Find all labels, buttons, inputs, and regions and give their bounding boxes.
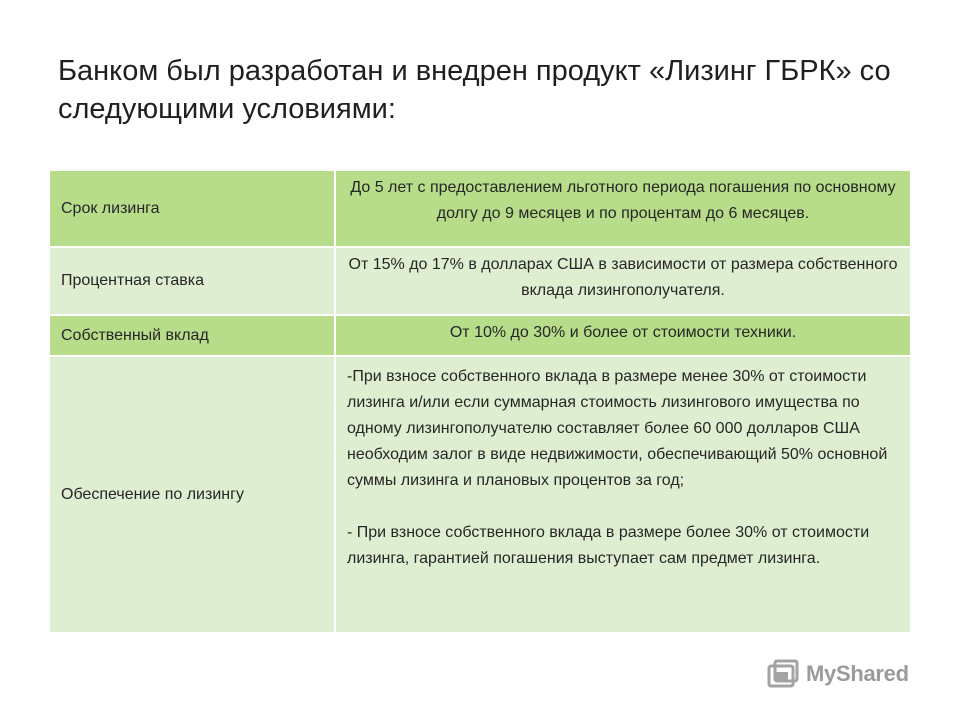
myshared-watermark: MyShared [766,654,926,694]
watermark-text: MyShared [806,661,909,686]
row-label-lease-term: Срок лизинга [48,169,336,248]
row-value-own-contribution: От 10% до 30% и более от стоимости техни… [334,314,912,357]
table-row-interest-rate: Процентная ставка От 15% до 17% в доллар… [48,246,912,316]
table-row-lease-security: Обеспечение по лизингу -При взносе собст… [48,355,912,634]
slide-title: Банком был разработан и внедрен продукт … [58,52,918,128]
slide-title-line-2: следующими условиями: [58,93,396,125]
row-label-lease-security: Обеспечение по лизингу [48,355,336,634]
myshared-logo-icon [766,657,800,691]
security-paragraph-1: -При взносе собственного вклада в размер… [347,368,888,489]
row-label-interest-rate: Процентная ставка [48,246,336,316]
row-value-lease-term: До 5 лет с предоставлением льготного пер… [334,169,912,248]
leasing-terms-table: Срок лизинга До 5 лет с предоставлением … [48,169,912,634]
security-paragraph-2: - При взносе собственного вклада в разме… [347,524,870,567]
row-value-lease-security: -При взносе собственного вклада в размер… [334,355,912,634]
row-label-own-contribution: Собственный вклад [48,314,336,357]
paragraph-spacer [347,494,900,520]
row-value-interest-rate: От 15% до 17% в долларах США в зависимос… [334,246,912,316]
table-row-own-contribution: Собственный вклад От 10% до 30% и более … [48,314,912,357]
slide-title-line-1: Банком был разработан и внедрен продукт … [58,55,891,87]
table-row-lease-term: Срок лизинга До 5 лет с предоставлением … [48,169,912,248]
